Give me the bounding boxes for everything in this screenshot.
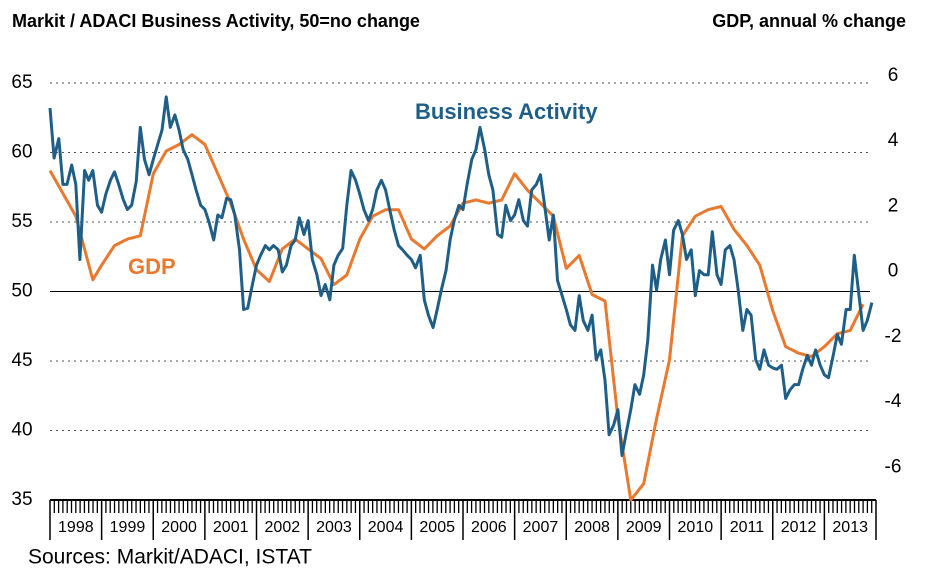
x-tick-label: 2004 <box>368 519 404 536</box>
x-tick-label: 1999 <box>110 519 146 536</box>
x-tick-label: 2008 <box>574 519 610 536</box>
x-tick-label: 2002 <box>265 519 301 536</box>
y2-tick-label: 0 <box>888 261 899 282</box>
x-tick-label: 2012 <box>781 519 817 536</box>
y2-tick-label: -4 <box>885 391 902 412</box>
x-tick-label: 2009 <box>626 519 662 536</box>
series-line <box>48 95 874 457</box>
source-note: Sources: Markit/ADACI, ISTAT <box>28 546 312 569</box>
x-tick-label: 1998 <box>58 519 94 536</box>
chart-title: Markit / ADACI Business Activity, 50=no … <box>12 11 420 31</box>
y2-tick-label: 2 <box>888 195 899 216</box>
y-tick-label: 60 <box>11 141 32 162</box>
y-tick-label: 55 <box>11 211 32 232</box>
x-tick-label: 2005 <box>419 519 455 536</box>
x-tick-label: 2000 <box>161 519 197 536</box>
y-tick-label: 65 <box>11 72 32 93</box>
x-tick-label: 2013 <box>832 519 868 536</box>
y-tick-label: 35 <box>11 489 32 510</box>
y-tick-label: 40 <box>11 420 32 441</box>
y-tick-label: 50 <box>11 280 32 301</box>
x-tick-label: 2001 <box>213 519 249 536</box>
x-tick-label: 2007 <box>523 519 559 536</box>
series-annotation: Business Activity <box>415 99 598 124</box>
y2-tick-label: -6 <box>885 456 902 477</box>
x-tick-label: 2003 <box>316 519 352 536</box>
y2-tick-label: -2 <box>885 326 902 347</box>
x-tick-label: 2006 <box>471 519 507 536</box>
x-tick-label: 2011 <box>730 519 765 536</box>
y2-tick-label: 4 <box>888 130 899 151</box>
y-tick-label: 45 <box>11 350 32 371</box>
y2-axis-title: GDP, annual % change <box>712 11 906 31</box>
x-tick-label: 2010 <box>678 519 714 536</box>
series-annotation: GDP <box>128 254 176 279</box>
y2-tick-label: 6 <box>888 65 899 86</box>
